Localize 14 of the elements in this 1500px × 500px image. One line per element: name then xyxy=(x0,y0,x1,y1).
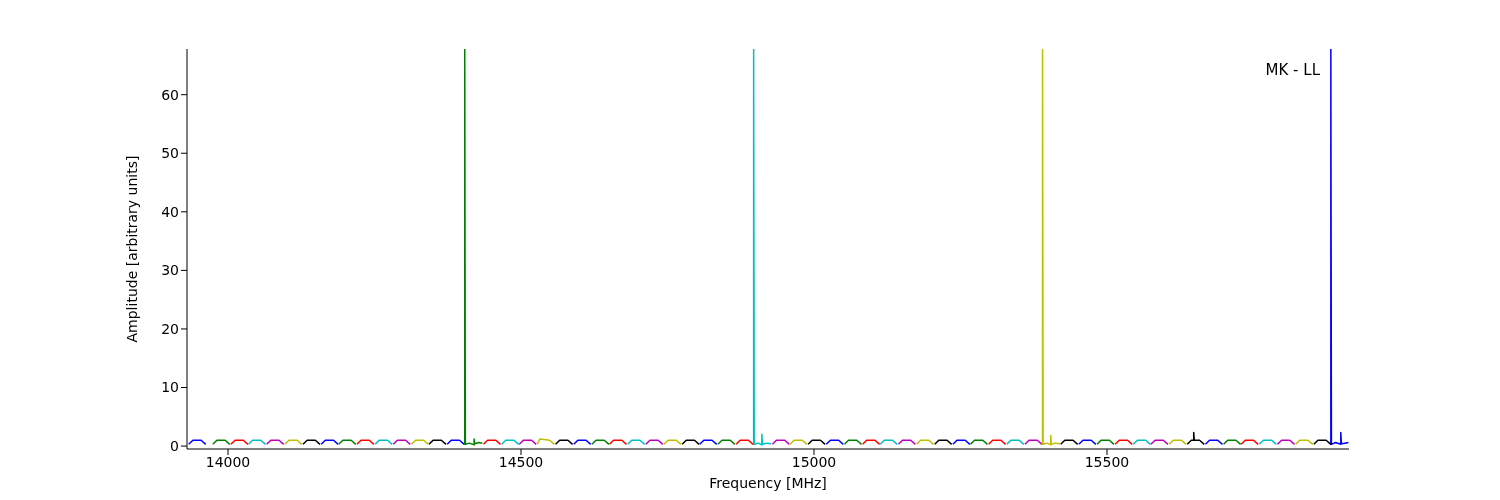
x-tick-label: 14000 xyxy=(205,453,251,470)
x-axis-title: Frequency [MHz] xyxy=(709,475,827,491)
x-tick-label: 14500 xyxy=(498,453,544,470)
y-tick-label: 50 xyxy=(161,145,179,162)
y-axis-title: Amplitude [arbitrary units] xyxy=(123,155,140,343)
y-tick-label: 20 xyxy=(161,320,179,337)
y-tick-label: 60 xyxy=(161,86,179,103)
x-tick-label: 15500 xyxy=(1084,453,1130,470)
y-tick-label: 40 xyxy=(161,203,179,220)
y-tick-label: 10 xyxy=(161,379,179,396)
y-tick-label: 30 xyxy=(161,262,179,279)
y-tick-label: 0 xyxy=(170,438,179,455)
annotation: MK - LL xyxy=(1265,61,1320,79)
x-tick-label: 15000 xyxy=(791,453,837,470)
